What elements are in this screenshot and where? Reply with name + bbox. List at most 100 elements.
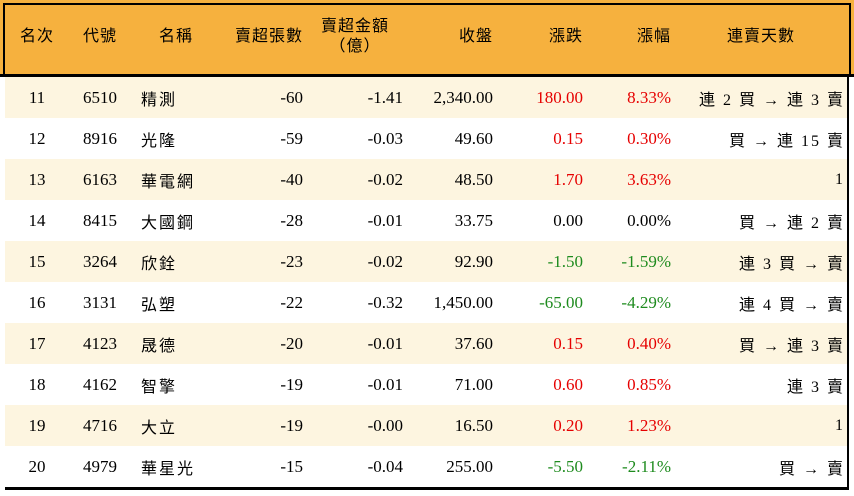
cell-streak: 連 2 買 → 連 3 賣 bbox=[698, 91, 845, 109]
table-header: 名次 代號 名稱 賣超張數 賣超金額 （億） 收盤 漲跌 漲幅 連賣天數 bbox=[0, 0, 854, 77]
cell-code: 4123 bbox=[83, 333, 117, 353]
cell-name: 大立 bbox=[141, 419, 178, 437]
cell-code: 6510 bbox=[83, 87, 117, 107]
cell-code: 4979 bbox=[83, 456, 117, 476]
cell-name: 欣銓 bbox=[141, 255, 178, 273]
table-row: 20 4979 華星光 -15 -0.04 255.00 -5.50 -2.11… bbox=[5, 446, 847, 487]
table-row: 17 4123 晟德 -20 -0.01 37.60 0.15 0.40% 買 … bbox=[5, 323, 847, 364]
cell-change-pct: -2.11% bbox=[622, 456, 671, 476]
cell-change-pct: 8.33% bbox=[627, 87, 671, 107]
table-row: 18 4162 智擎 -19 -0.01 71.00 0.60 0.85% 連 … bbox=[5, 364, 847, 405]
cell-change: 1.70 bbox=[553, 169, 583, 189]
column-header-code: 代號 bbox=[82, 28, 117, 45]
cell-net-sell-lots: -15 bbox=[280, 456, 303, 476]
cell-streak: 買 → 連 2 賣 bbox=[738, 214, 845, 232]
cell-net-sell-lots: -40 bbox=[280, 169, 303, 189]
cell-net-sell-amount: -0.04 bbox=[367, 456, 403, 476]
cell-close: 49.60 bbox=[454, 128, 493, 148]
cell-name: 智擎 bbox=[141, 378, 178, 396]
cell-change: 0.00 bbox=[553, 210, 583, 230]
column-header-net-sell-lots: 賣超張數 bbox=[234, 28, 303, 45]
cell-close: 255.00 bbox=[446, 456, 493, 476]
column-header-name: 名稱 bbox=[158, 28, 193, 45]
cell-rank: 13 bbox=[28, 169, 46, 189]
cell-close: 33.75 bbox=[454, 210, 493, 230]
cell-change: -65.00 bbox=[539, 292, 583, 312]
column-header-net-sell-amount: 賣超金額 （億） bbox=[320, 18, 389, 55]
cell-close: 16.50 bbox=[454, 415, 493, 435]
cell-name: 精測 bbox=[141, 91, 178, 109]
cell-close: 1,450.00 bbox=[433, 292, 494, 312]
table-row: 15 3264 欣銓 -23 -0.02 92.90 -1.50 -1.59% … bbox=[5, 241, 847, 282]
column-header-rank: 名次 bbox=[19, 28, 54, 45]
cell-change-pct: 0.30% bbox=[627, 128, 671, 148]
table-row: 11 6510 精測 -60 -1.41 2,340.00 180.00 8.3… bbox=[5, 77, 847, 118]
cell-net-sell-lots: -20 bbox=[280, 333, 303, 353]
cell-rank: 18 bbox=[28, 374, 46, 394]
table-row: 16 3131 弘塑 -22 -0.32 1,450.00 -65.00 -4.… bbox=[5, 282, 847, 323]
cell-change: 0.60 bbox=[553, 374, 583, 394]
column-header-close: 收盤 bbox=[458, 28, 493, 45]
cell-net-sell-lots: -19 bbox=[280, 374, 303, 394]
cell-change-pct: 3.63% bbox=[627, 169, 671, 189]
cell-close: 92.90 bbox=[454, 251, 493, 271]
cell-code: 8916 bbox=[83, 128, 117, 148]
cell-code: 6163 bbox=[83, 169, 117, 189]
cell-rank: 14 bbox=[28, 210, 46, 230]
cell-rank: 17 bbox=[28, 333, 46, 353]
cell-code: 4716 bbox=[83, 415, 117, 435]
cell-net-sell-amount: -0.01 bbox=[367, 333, 403, 353]
table-body: 11 6510 精測 -60 -1.41 2,340.00 180.00 8.3… bbox=[5, 77, 849, 490]
column-header-streak: 連賣天數 bbox=[726, 28, 795, 45]
cell-net-sell-amount: -1.41 bbox=[367, 87, 403, 107]
cell-rank: 16 bbox=[28, 292, 46, 312]
cell-net-sell-amount: -0.02 bbox=[367, 169, 403, 189]
cell-streak: 連 3 賣 bbox=[786, 378, 845, 396]
table-row: 13 6163 華電網 -40 -0.02 48.50 1.70 3.63% 1 bbox=[5, 159, 847, 200]
cell-name: 華電網 bbox=[141, 173, 196, 191]
cell-code: 3264 bbox=[83, 251, 117, 271]
cell-name: 華星光 bbox=[141, 460, 196, 478]
cell-net-sell-amount: -0.01 bbox=[367, 374, 403, 394]
cell-rank: 12 bbox=[28, 128, 46, 148]
cell-net-sell-lots: -23 bbox=[280, 251, 303, 271]
cell-name: 大國鋼 bbox=[141, 214, 196, 232]
cell-net-sell-amount: -0.02 bbox=[367, 251, 403, 271]
cell-net-sell-lots: -59 bbox=[280, 128, 303, 148]
cell-net-sell-lots: -28 bbox=[280, 210, 303, 230]
cell-streak: 連 3 買 → 賣 bbox=[738, 255, 845, 273]
cell-streak: 買 → 連 15 賣 bbox=[728, 132, 845, 150]
cell-net-sell-lots: -22 bbox=[280, 292, 303, 312]
cell-close: 37.60 bbox=[454, 333, 493, 353]
cell-net-sell-amount: -0.00 bbox=[367, 415, 403, 435]
cell-net-sell-amount: -0.03 bbox=[367, 128, 403, 148]
cell-name: 光隆 bbox=[141, 132, 178, 150]
cell-change-pct: -1.59% bbox=[621, 251, 671, 271]
cell-code: 3131 bbox=[83, 292, 117, 312]
cell-rank: 11 bbox=[28, 87, 46, 107]
column-header-change: 漲跌 bbox=[548, 28, 583, 45]
cell-close: 48.50 bbox=[454, 169, 493, 189]
cell-streak: 1 bbox=[835, 416, 845, 434]
cell-change: 180.00 bbox=[536, 87, 583, 107]
cell-streak: 連 4 買 → 賣 bbox=[738, 296, 845, 314]
cell-change: 0.20 bbox=[553, 415, 583, 435]
cell-net-sell-amount: -0.32 bbox=[367, 292, 403, 312]
cell-change: -1.50 bbox=[547, 251, 583, 271]
cell-rank: 20 bbox=[28, 456, 46, 476]
table-row: 14 8415 大國鋼 -28 -0.01 33.75 0.00 0.00% 買… bbox=[5, 200, 847, 241]
cell-change-pct: 0.40% bbox=[627, 333, 671, 353]
table-row: 12 8916 光隆 -59 -0.03 49.60 0.15 0.30% 買 … bbox=[5, 118, 847, 159]
cell-net-sell-lots: -19 bbox=[280, 415, 303, 435]
table-row: 19 4716 大立 -19 -0.00 16.50 0.20 1.23% 1 bbox=[5, 405, 847, 446]
cell-streak: 1 bbox=[835, 170, 845, 188]
table-header-row: 名次 代號 名稱 賣超張數 賣超金額 （億） 收盤 漲跌 漲幅 連賣天數 bbox=[5, 0, 849, 74]
cell-close: 71.00 bbox=[454, 374, 493, 394]
cell-streak: 買 → 賣 bbox=[778, 460, 845, 478]
cell-change-pct: 0.00% bbox=[627, 210, 671, 230]
cell-change-pct: -4.29% bbox=[621, 292, 671, 312]
cell-change: 0.15 bbox=[553, 128, 583, 148]
column-header-change-pct: 漲幅 bbox=[636, 28, 671, 45]
cell-change-pct: 0.85% bbox=[627, 374, 671, 394]
